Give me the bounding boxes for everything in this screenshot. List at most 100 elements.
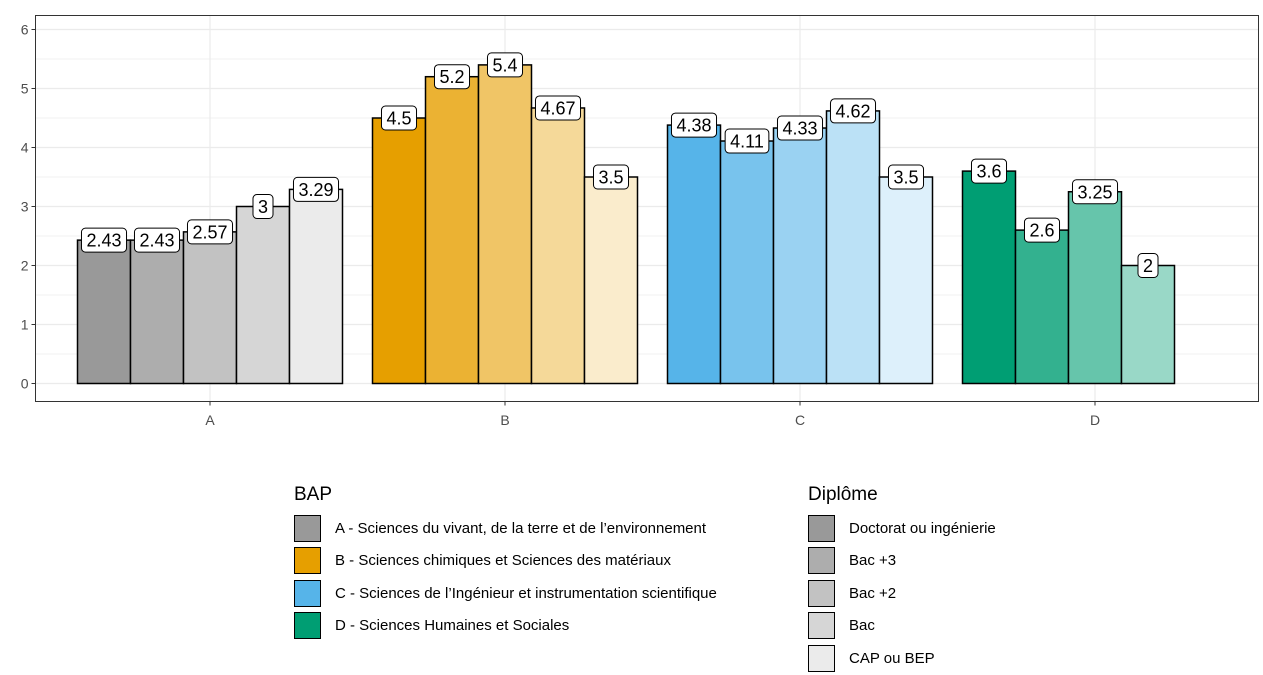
data-label-box bbox=[380, 105, 418, 131]
x-tick-label: B bbox=[500, 412, 509, 428]
data-label-b-5: 3.5 bbox=[592, 164, 630, 190]
data-label-box bbox=[1023, 217, 1061, 243]
legend-item-bac: Bac bbox=[808, 610, 996, 643]
data-label-d-3: 3.25 bbox=[1071, 179, 1119, 205]
legend-label-bac3: Bac +3 bbox=[849, 552, 897, 570]
data-label-text: 4.62 bbox=[835, 101, 870, 121]
legend-label-cap-bep: CAP ou BEP bbox=[849, 649, 935, 667]
data-label-text: 3.6 bbox=[976, 162, 1001, 182]
data-label-box bbox=[1137, 253, 1159, 278]
bar-c-5 bbox=[878, 176, 934, 385]
legend-label-doctorat: Doctorat ou ingénierie bbox=[849, 519, 996, 537]
data-label-c-4: 4.62 bbox=[829, 98, 877, 124]
legend-diplome-title: Diplôme bbox=[808, 484, 878, 505]
legend-key-bap-d bbox=[294, 612, 321, 640]
legend-item-bap-a: A - Sciences du vivant, de la terre et d… bbox=[294, 512, 717, 545]
data-label-box bbox=[970, 158, 1008, 184]
data-label-box bbox=[829, 98, 877, 124]
y-tick-label: 6 bbox=[21, 22, 29, 38]
data-label-a-5: 3.29 bbox=[292, 176, 340, 202]
data-label-d-1: 3.6 bbox=[970, 158, 1008, 184]
x-tick-label: C bbox=[795, 412, 805, 428]
data-label-box bbox=[1071, 179, 1119, 205]
bar-a-2 bbox=[129, 239, 185, 385]
y-tick-label: 2 bbox=[21, 258, 29, 274]
bar-c-4 bbox=[825, 110, 881, 385]
data-label-a-4: 3 bbox=[252, 194, 274, 219]
bar-c-1 bbox=[666, 124, 722, 385]
y-tick-label: 4 bbox=[21, 140, 29, 156]
bar-c-2 bbox=[719, 140, 775, 385]
bar-a-1 bbox=[76, 239, 132, 385]
legend-label-bap-b: B - Sciences chimiques et Sciences des m… bbox=[335, 552, 671, 570]
legend-key-bac bbox=[808, 612, 835, 640]
data-label-text: 4.11 bbox=[730, 132, 764, 152]
data-label-box bbox=[724, 128, 770, 154]
bars bbox=[76, 64, 1176, 385]
data-label-text: 2 bbox=[1143, 256, 1153, 276]
data-label-box bbox=[592, 164, 630, 190]
plot-panel-border bbox=[35, 15, 1259, 402]
legend-label-bap-d: D - Sciences Humaines et Sociales bbox=[335, 617, 570, 635]
x-axis: A B C D bbox=[205, 401, 1100, 428]
data-label-text: 5.2 bbox=[439, 67, 464, 87]
data-label-a-1: 2.43 bbox=[80, 227, 128, 253]
data-label-text: 4.38 bbox=[676, 116, 711, 136]
legend-item-bap-c: C - Sciences de l’Ingénieur et instrumen… bbox=[294, 577, 717, 610]
legend-key-doctorat bbox=[808, 514, 835, 542]
legend-diplome: Diplôme Doctorat ou ingénierie Bac +3 Ba… bbox=[808, 484, 996, 675]
data-label-a-3: 2.57 bbox=[186, 219, 234, 245]
legend-label-bac2: Bac +2 bbox=[849, 584, 897, 602]
data-labels: 2.43 2.43 2.57 3 3.29 4.5 5.2 5.4 4.67 3.5 4.38 4.1… bbox=[80, 52, 1159, 278]
legend-item-doctorat: Doctorat ou ingénierie bbox=[808, 512, 996, 545]
data-label-text: 5.4 bbox=[492, 55, 517, 75]
bar-b-1 bbox=[371, 117, 427, 385]
data-label-text: 2.43 bbox=[139, 231, 174, 251]
data-label-text: 2.43 bbox=[86, 231, 121, 251]
data-label-text: 3.5 bbox=[893, 168, 918, 188]
data-label-text: 4.67 bbox=[540, 98, 575, 118]
data-label-box bbox=[292, 176, 340, 202]
bar-c-3 bbox=[772, 127, 828, 385]
data-label-b-1: 4.5 bbox=[380, 105, 418, 131]
data-label-c-2: 4.11 bbox=[724, 128, 770, 154]
y-tick-label: 3 bbox=[21, 199, 29, 215]
bar-b-3 bbox=[477, 64, 533, 385]
data-label-box bbox=[486, 52, 524, 78]
data-label-box bbox=[534, 95, 582, 121]
data-label-box bbox=[252, 194, 274, 219]
data-label-text: 4.33 bbox=[782, 119, 817, 139]
legend-item-cap-bep: CAP ou BEP bbox=[808, 642, 996, 675]
bar-b-5 bbox=[583, 176, 639, 385]
x-tick-label: A bbox=[205, 412, 215, 428]
bar-d-1 bbox=[961, 170, 1017, 385]
data-label-c-5: 3.5 bbox=[887, 164, 925, 190]
legend-key-bap-b bbox=[294, 547, 321, 575]
data-label-d-4: 2 bbox=[1137, 253, 1159, 278]
data-label-text: 3.29 bbox=[298, 180, 333, 200]
bar-b-2 bbox=[424, 75, 480, 385]
legend-key-bac2 bbox=[808, 579, 835, 607]
data-label-text: 2.6 bbox=[1029, 221, 1054, 241]
legend-key-bap-c bbox=[294, 579, 321, 607]
legend-item-bac2: Bac +2 bbox=[808, 577, 996, 610]
legend-label-bac: Bac bbox=[849, 617, 875, 635]
bar-chart: 0 1 2 3 4 5 6 A B C D 2.43 2.43 2.57 3 3.29 4.5 5.2 5.4 4… bbox=[21, 15, 1259, 428]
bar-d-3 bbox=[1067, 191, 1123, 385]
data-label-box bbox=[433, 64, 471, 90]
bar-a-3 bbox=[182, 231, 238, 385]
data-label-text: 3.25 bbox=[1077, 182, 1112, 202]
legend-item-bap-b: B - Sciences chimiques et Sciences des m… bbox=[294, 545, 717, 578]
legend-key-bac3 bbox=[808, 547, 835, 575]
data-label-b-2: 5.2 bbox=[433, 64, 471, 90]
bar-d-2 bbox=[1014, 229, 1070, 385]
y-tick-label: 1 bbox=[21, 317, 29, 333]
legend-item-bap-d: D - Sciences Humaines et Sociales bbox=[294, 610, 717, 643]
x-tick-label: D bbox=[1090, 412, 1100, 428]
data-label-box bbox=[776, 115, 824, 141]
data-label-text: 4.5 bbox=[386, 109, 411, 129]
y-tick-label: 0 bbox=[21, 376, 29, 392]
bar-d-4 bbox=[1120, 264, 1176, 385]
legend-key-bap-a bbox=[294, 514, 321, 542]
data-label-text: 2.57 bbox=[192, 222, 227, 242]
